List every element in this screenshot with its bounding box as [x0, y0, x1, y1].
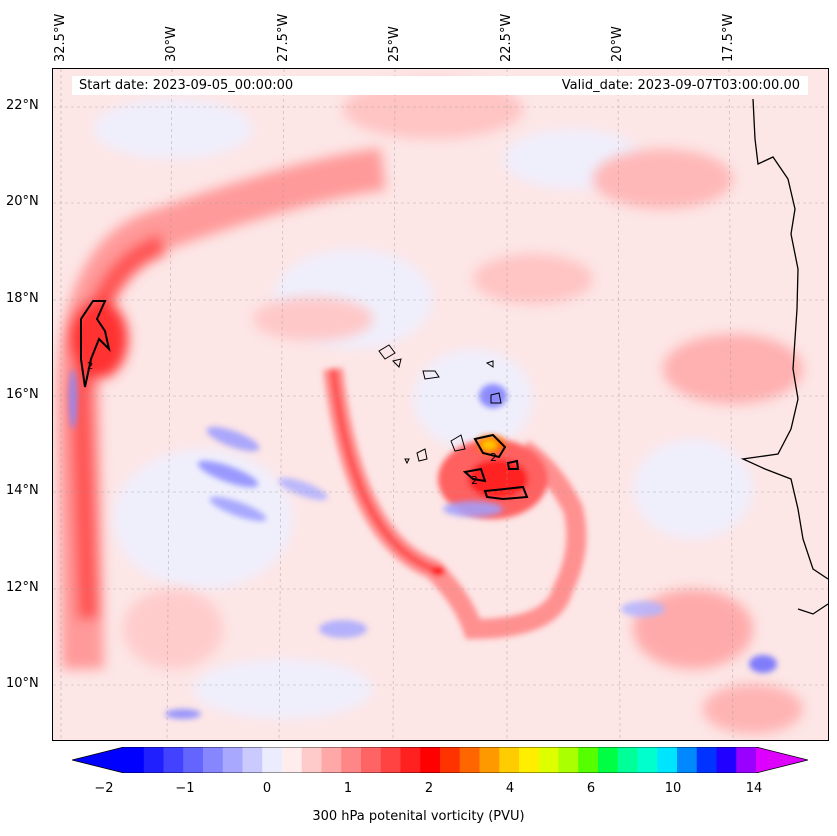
- lat-tick-14n: 14°N: [6, 483, 39, 498]
- colorbar-cell: [321, 747, 342, 773]
- colorbar-label: 300 hPa potenital vorticity (PVU): [312, 809, 525, 824]
- lon-tick-32-5w: 32.5°W: [53, 13, 68, 62]
- colorbar-tick: 14: [745, 781, 763, 796]
- start-date-label: Start date: 2023-09-05_00:00:00: [79, 78, 294, 93]
- colorbar-cell: [361, 747, 382, 773]
- date-info-bar: [72, 76, 808, 95]
- contour-label: 2: [471, 474, 478, 487]
- colorbar-cell: [479, 747, 500, 773]
- colorbar-tick: 4: [505, 781, 515, 796]
- colorbar-cell: [558, 747, 579, 773]
- lat-tick-16n: 16°N: [6, 387, 39, 402]
- contour-label: 2: [490, 451, 497, 464]
- colorbar-cell: [736, 747, 757, 773]
- colorbar-cell: [242, 747, 263, 773]
- colorbar-tick: 1: [343, 781, 353, 796]
- colorbar-cell: [657, 747, 678, 773]
- colorbar-tick: 0: [262, 781, 272, 796]
- lat-tick-12n: 12°N: [6, 580, 39, 595]
- valid-date-label: Valid_date: 2023-09-07T03:00:00.00: [561, 78, 800, 93]
- colorbar-cell: [459, 747, 480, 773]
- colorbar-cell: [143, 747, 164, 773]
- lat-tick-20n: 20°N: [6, 194, 39, 209]
- colorbar-cell: [519, 747, 540, 773]
- lat-tick-22n: 22°N: [6, 98, 39, 113]
- colorbar-cell: [203, 747, 224, 773]
- colorbar-cell: [341, 747, 362, 773]
- colorbar: [72, 747, 808, 773]
- contour-label: 2: [87, 361, 93, 372]
- colorbar-cell: [222, 747, 243, 773]
- colorbar-cell: [677, 747, 698, 773]
- colorbar-tick: 2: [424, 781, 434, 796]
- colorbar-cell: [696, 747, 717, 773]
- colorbar-cell: [380, 747, 401, 773]
- lon-tick-17-5w: 17.5°W: [721, 13, 736, 62]
- colorbar-over-arrow: [756, 747, 808, 773]
- lon-tick-22-5w: 22.5°W: [499, 13, 514, 62]
- colorbar-tick: 6: [586, 781, 596, 796]
- lon-tick-27-5w: 27.5°W: [276, 13, 291, 62]
- pv-field: 2 2 2: [53, 69, 828, 740]
- lat-tick-18n: 18°N: [6, 291, 39, 306]
- colorbar-tick: −2: [94, 781, 114, 796]
- pv-map: 2 2 2: [52, 68, 829, 741]
- colorbar-cell: [578, 747, 599, 773]
- colorbar-cell: [124, 747, 145, 773]
- colorbar-under-arrow: [72, 747, 124, 773]
- colorbar-tick: −1: [175, 781, 195, 796]
- colorbar-cell: [163, 747, 184, 773]
- lat-tick-10n: 10°N: [6, 676, 39, 691]
- colorbar-cell: [301, 747, 322, 773]
- colorbar-cell: [716, 747, 737, 773]
- colorbar-tick: 10: [664, 781, 682, 796]
- colorbar-cell: [499, 747, 520, 773]
- lon-tick-20w: 20°W: [610, 26, 625, 62]
- colorbar-cell: [637, 747, 658, 773]
- colorbar-cell: [262, 747, 283, 773]
- lon-tick-25w: 25°W: [387, 26, 402, 62]
- colorbar-cell: [282, 747, 303, 773]
- colorbar-cell: [440, 747, 461, 773]
- colorbar-cell: [538, 747, 559, 773]
- colorbar-cell: [420, 747, 441, 773]
- colorbar-cell: [598, 747, 619, 773]
- colorbar-cell: [183, 747, 204, 773]
- colorbar-cell: [400, 747, 421, 773]
- lon-tick-30w: 30°W: [164, 26, 179, 62]
- colorbar-cell: [617, 747, 638, 773]
